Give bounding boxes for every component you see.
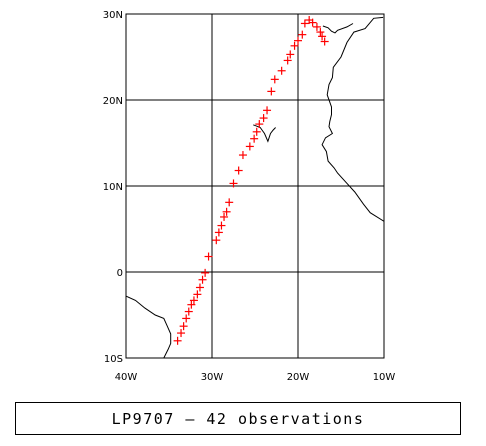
observation-point xyxy=(252,127,261,136)
x-tick-label: 10W xyxy=(373,372,396,383)
observation-point xyxy=(182,314,191,323)
observation-point xyxy=(294,36,302,45)
observation-point xyxy=(277,66,286,75)
observation-point xyxy=(220,212,229,221)
observation-point xyxy=(283,56,292,65)
observation-point xyxy=(298,30,307,39)
observation-point xyxy=(179,322,188,331)
y-tick-label: 30N xyxy=(103,10,123,21)
y-tick-label: 10S xyxy=(104,354,123,365)
y-tick-label: 20N xyxy=(103,96,123,107)
observation-point xyxy=(263,106,272,115)
observation-point xyxy=(189,296,198,305)
observation-point xyxy=(198,275,207,284)
observation-point xyxy=(250,134,259,143)
coastline-0 xyxy=(126,295,172,358)
observation-point xyxy=(177,329,186,338)
observation-point xyxy=(308,18,317,27)
observation-point xyxy=(225,198,234,207)
coastline-1 xyxy=(321,16,384,222)
caption-box: LP9707 — 42 observations xyxy=(15,402,461,435)
coastline-2 xyxy=(253,124,276,143)
observation-point xyxy=(173,336,182,345)
observation-point xyxy=(316,28,325,37)
observation-point xyxy=(201,268,210,277)
observation-point xyxy=(245,142,254,151)
observation-point xyxy=(318,32,327,41)
observation-point xyxy=(320,37,329,46)
coastlines xyxy=(126,16,384,358)
observation-point xyxy=(312,22,321,31)
observation-point xyxy=(286,50,295,59)
caption-text: LP9707 — 42 observations xyxy=(111,409,365,428)
y-tick-label: 10N xyxy=(103,182,123,193)
observation-point xyxy=(267,87,276,96)
observation-point xyxy=(212,236,221,245)
observation-point xyxy=(204,252,213,261)
observation-point xyxy=(255,120,264,129)
x-tick-label: 40W xyxy=(115,372,138,383)
observation-point xyxy=(187,300,196,309)
coastline-3 xyxy=(322,23,354,34)
observation-point xyxy=(234,166,243,175)
observation-point xyxy=(184,307,193,316)
x-tick-label: 30W xyxy=(201,372,224,383)
observation-point xyxy=(229,179,238,188)
observation-point xyxy=(193,290,202,299)
observation-point xyxy=(259,114,268,123)
observation-point xyxy=(217,221,226,230)
map-frame xyxy=(125,13,385,359)
grid-lines xyxy=(126,14,384,358)
map-plot: 40W 30W 20W 10W 30N 20N 10N 0 10S xyxy=(103,10,396,383)
observation-points xyxy=(173,16,329,345)
x-tick-label: 20W xyxy=(287,372,310,383)
observation-point xyxy=(195,283,204,292)
observation-point xyxy=(222,207,231,216)
observation-point xyxy=(270,75,279,84)
observation-point xyxy=(300,19,309,28)
x-axis-ticks: 40W 30W 20W 10W xyxy=(115,372,396,383)
y-axis-ticks: 30N 20N 10N 0 10S xyxy=(103,10,123,365)
observation-point xyxy=(214,228,223,237)
observation-point xyxy=(290,41,299,50)
y-tick-label: 0 xyxy=(117,268,123,279)
observation-point xyxy=(238,151,247,160)
